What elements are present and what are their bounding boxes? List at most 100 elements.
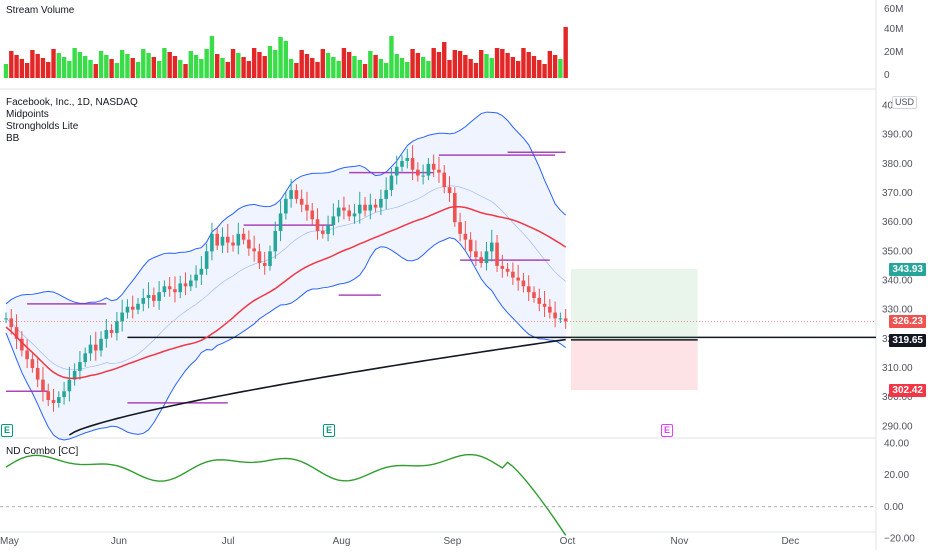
volume-bar: [436, 52, 442, 78]
price-tick-label: 300.00: [882, 392, 913, 403]
volume-bar: [88, 60, 93, 78]
moving-averages: [5, 205, 567, 436]
volume-bar: [510, 57, 516, 78]
volume-bar: [199, 59, 204, 78]
volume-bar: [130, 58, 135, 78]
volume-bar: [14, 55, 19, 78]
candle-body: [57, 397, 61, 403]
candle-body: [104, 330, 109, 339]
volume-bar: [215, 54, 220, 78]
volume-bar: [98, 51, 104, 78]
volume-bar: [183, 64, 188, 78]
volume-bar: [442, 42, 447, 78]
price-tick-label: 360.00: [882, 217, 913, 228]
volume-bar: [484, 54, 489, 78]
volume-bar: [172, 56, 178, 78]
candle-body: [336, 207, 341, 217]
candle-body: [563, 318, 568, 322]
volume-bar: [46, 62, 51, 78]
volume-bar: [552, 55, 558, 78]
candle-body: [342, 207, 346, 211]
volume-bar: [146, 53, 151, 78]
currency-badge[interactable]: USD: [892, 96, 918, 109]
candle-body: [384, 190, 388, 199]
candle-body: [220, 236, 225, 246]
volume-bar: [188, 51, 193, 78]
oscillator-tick-label: 0.00: [884, 502, 904, 513]
candle-body: [273, 230, 278, 252]
month-tick-label: Aug: [333, 536, 351, 547]
volume-bar: [515, 61, 521, 78]
candle-body: [421, 175, 425, 177]
candle-body: [120, 312, 124, 322]
candle-body: [416, 169, 420, 176]
volume-bar: [410, 49, 415, 78]
indicator-strongholds[interactable]: Strongholds Lite: [6, 121, 79, 132]
volume-bar: [463, 55, 468, 78]
candle-body: [479, 257, 483, 263]
candle-body: [447, 187, 452, 194]
volume-bar: [209, 36, 215, 78]
volume-bar: [236, 53, 241, 78]
candle-body: [463, 233, 468, 240]
earnings-icon[interactable]: E: [661, 424, 673, 437]
candle-body: [553, 312, 557, 319]
volume-bar: [341, 48, 347, 78]
candle-body: [231, 242, 235, 246]
candle-body: [136, 303, 140, 310]
candle-body: [389, 175, 394, 191]
price-tick-label: 330.00: [882, 305, 913, 316]
candle-body: [331, 216, 336, 226]
volume-bar: [162, 48, 167, 78]
volume-bar: [114, 63, 120, 78]
volume-bar: [167, 52, 172, 78]
candle-body: [241, 233, 246, 240]
candle-body: [141, 297, 146, 304]
price-tick-label: 350.00: [882, 246, 913, 257]
price-tick-label: 380.00: [882, 159, 913, 170]
grid: [0, 0, 877, 550]
position-box: [570, 269, 698, 391]
volume-bar: [521, 48, 526, 78]
candle-body: [310, 210, 315, 220]
candle-body: [474, 251, 478, 258]
volume-bar: [246, 61, 252, 78]
candle-body: [394, 166, 399, 176]
earnings-icon[interactable]: E: [323, 424, 336, 437]
earnings-icon[interactable]: E: [1, 424, 13, 437]
month-tick-label: Jul: [222, 536, 235, 547]
price-tick-label: 340.00: [882, 275, 913, 286]
volume-tick-label: 20M: [884, 47, 903, 58]
volume-bar: [83, 56, 88, 78]
candle-body: [51, 400, 56, 403]
bb-basis: [5, 185, 566, 370]
symbol-title: Facebook, Inc., 1D, NASDAQ: [6, 97, 138, 108]
candle-body: [379, 198, 383, 208]
candle-body: [199, 268, 204, 275]
volume-bar: [563, 27, 568, 78]
candle-body: [268, 251, 272, 266]
volume-bar: [526, 52, 531, 78]
candle-body: [225, 236, 230, 243]
candle-body: [484, 251, 489, 263]
candle-body: [548, 306, 552, 313]
volume-bar: [431, 48, 436, 78]
month-tick-label: Sep: [444, 536, 462, 547]
candle-body: [537, 297, 542, 304]
volume-bar: [547, 51, 553, 78]
volume-bar: [93, 64, 98, 78]
volume-bar: [494, 48, 500, 78]
candle-body: [78, 362, 82, 371]
volume-bar: [24, 63, 30, 78]
indicator-bb[interactable]: BB: [6, 133, 20, 144]
candle-body: [453, 193, 457, 223]
candle-body: [299, 198, 304, 205]
volume-bar: [104, 55, 109, 78]
volume-bar: [383, 63, 389, 78]
candle-body: [99, 338, 103, 351]
candle-body: [9, 318, 14, 328]
indicator-midpoints[interactable]: Midpoints: [6, 109, 49, 120]
candle-body: [505, 268, 510, 272]
